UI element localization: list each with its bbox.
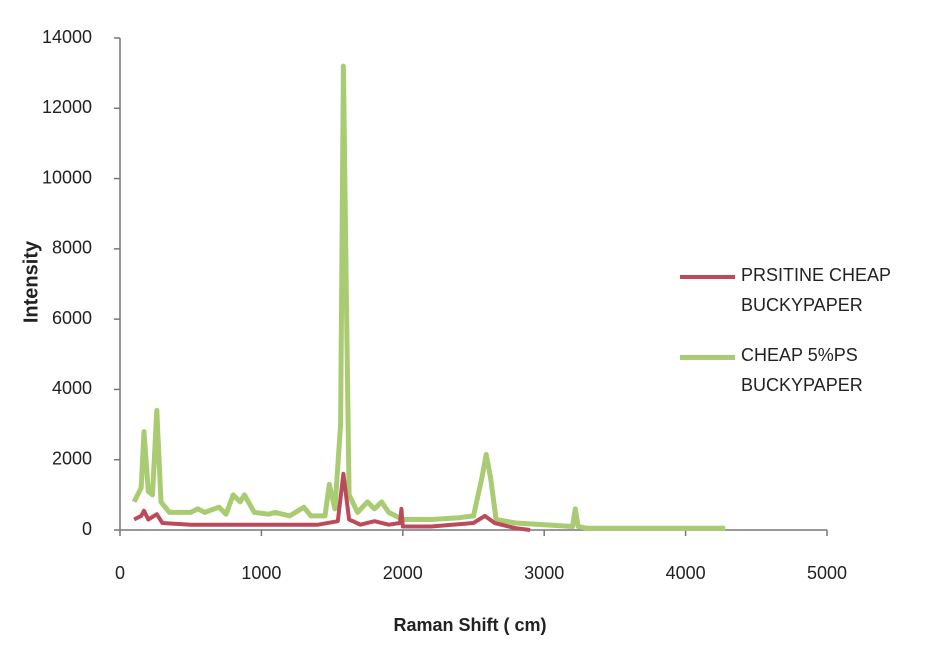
y-tick-label: 0: [82, 519, 92, 539]
x-tick-label: 3000: [524, 563, 564, 583]
x-tick-label: 5000: [807, 563, 847, 583]
y-tick-label: 8000: [52, 238, 92, 258]
y-axis-label: Intensity: [20, 240, 42, 323]
x-tick-label: 2000: [383, 563, 423, 583]
y-tick-label: 4000: [52, 378, 92, 398]
legend-swatch: [680, 275, 735, 279]
legend-swatch: [680, 355, 735, 360]
x-tick-label: 1000: [241, 563, 281, 583]
legend-item: PRSITINE CHEAP BUCKYPAPER: [680, 265, 901, 320]
series-line: [131, 63, 726, 531]
x-tick-label: 4000: [666, 563, 706, 583]
y-tick-label: 10000: [42, 167, 92, 187]
legend-label: PRSITINE CHEAP BUCKYPAPER: [741, 265, 891, 315]
series-line: [133, 471, 531, 532]
legend-item: CHEAP 5%PS BUCKYPAPER: [680, 345, 901, 400]
x-tick-label: 0: [115, 563, 125, 583]
y-tick-label: 12000: [42, 97, 92, 117]
legend-label: CHEAP 5%PS BUCKYPAPER: [741, 345, 863, 395]
y-tick-label: 14000: [42, 27, 92, 47]
x-axis-label: Raman Shift ( cm): [393, 615, 546, 635]
y-tick-label: 2000: [52, 448, 92, 468]
y-tick-label: 6000: [52, 308, 92, 328]
